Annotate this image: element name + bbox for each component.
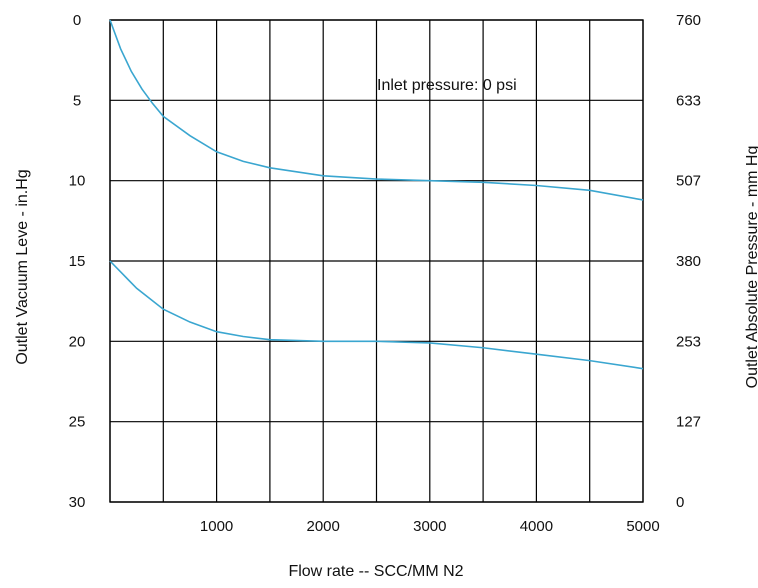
right-y-tick-label: 253 xyxy=(676,333,701,350)
x-axis-title: Flow rate -- SCC/MM N2 xyxy=(288,563,463,580)
right-y-tick-label: 507 xyxy=(676,173,701,190)
right-y-tick-label: 633 xyxy=(676,92,701,109)
inlet-pressure-annotation: Inlet pressure: 0 psi xyxy=(377,77,517,94)
x-tick-label: 3000 xyxy=(413,518,446,535)
left-y-tick-label: 25 xyxy=(69,414,86,431)
left-y-tick-label: 30 xyxy=(69,494,86,511)
x-tick-label: 1000 xyxy=(200,518,233,535)
left-y-tick-label: 0 xyxy=(73,12,81,29)
right-y-tick-labels: 760 633 507 380 253 127 0 xyxy=(676,12,701,511)
left-y-tick-label: 5 xyxy=(73,92,81,109)
left-y-tick-label: 10 xyxy=(69,173,86,190)
right-y-axis-title: Outlet Absolute Pressure - mm Hg xyxy=(744,146,758,389)
x-tick-labels: 1000 2000 3000 4000 5000 xyxy=(200,518,660,535)
series-line-2 xyxy=(109,260,644,370)
left-y-tick-label: 20 xyxy=(69,333,86,350)
series-line-1 xyxy=(109,19,644,201)
right-y-tick-label: 0 xyxy=(676,494,684,511)
x-tick-label: 2000 xyxy=(307,518,340,535)
right-y-tick-label: 760 xyxy=(676,12,701,29)
left-y-tick-label: 15 xyxy=(69,253,86,270)
left-y-tick-labels: 0 5 10 15 20 25 30 xyxy=(69,12,86,511)
x-tick-label: 5000 xyxy=(626,518,659,535)
left-y-axis-title: Outlet Vacuum Leve - in.Hg xyxy=(14,169,31,364)
right-y-tick-label: 127 xyxy=(676,414,701,431)
series-layer xyxy=(109,19,644,370)
x-tick-label: 4000 xyxy=(520,518,553,535)
right-y-tick-label: 380 xyxy=(676,253,701,270)
